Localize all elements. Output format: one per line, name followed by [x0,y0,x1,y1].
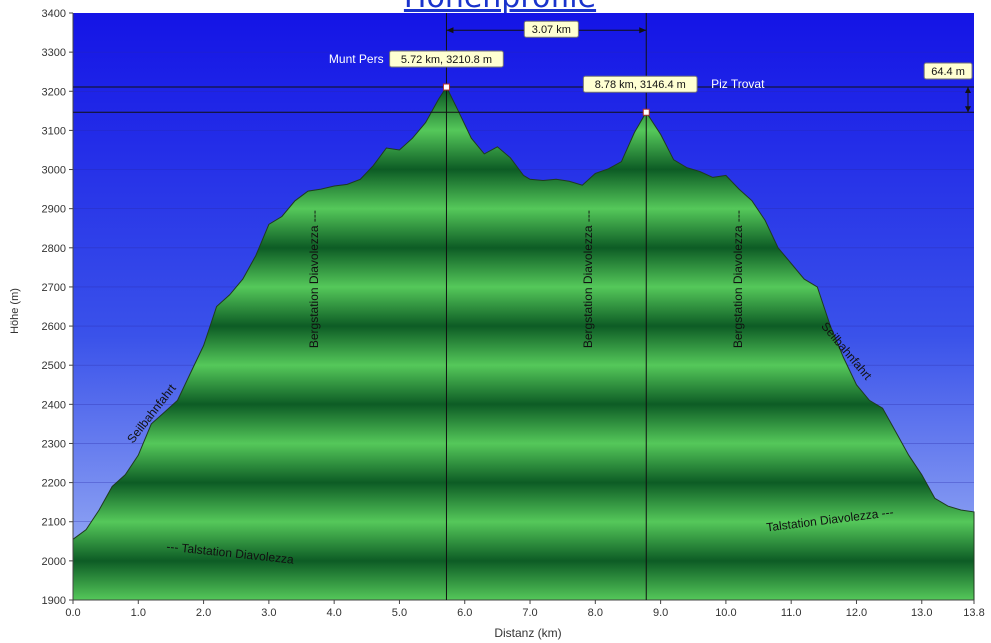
peak-name-label: Munt Pers [329,52,384,66]
peak-marker [642,108,650,116]
x-tick-label: 3.0 [261,607,276,619]
distance-callout-text: 3.07 km [532,24,571,36]
y-tick-label: 2000 [42,556,66,568]
y-tick-label: 2400 [42,399,66,411]
y-tick-label: 2300 [42,438,66,450]
y-tick-label: 1900 [42,595,66,607]
peak-callout-box [389,50,504,68]
segment-label: Bergstation Diavolezza --- [581,210,595,348]
y-tick-label: 2500 [42,360,66,372]
y-tick-label: 3100 [42,125,66,137]
y-tick-label: 2100 [42,517,66,529]
y-tick-label: 2700 [42,282,66,294]
height-callout-box [923,62,973,80]
x-tick-label: 4.0 [327,607,342,619]
y-tick-label: 3200 [42,86,66,98]
x-tick-label: 13.0 [911,607,932,619]
y-tick-label: 3400 [42,8,66,20]
x-tick-label: 2.0 [196,607,211,619]
page-title-link[interactable]: Höhenprofile [320,0,680,15]
distance-callout-box [523,20,579,38]
height-callout-text: 64.4 m [931,66,965,78]
segment-label: Bergstation Diavolezza --- [307,210,321,348]
x-tick-label: 8.0 [588,607,603,619]
plot-area [72,13,975,601]
peak-marker [442,83,450,91]
peak-callout-box [582,75,698,93]
x-tick-label: 1.0 [131,607,146,619]
x-tick-label: 11.0 [781,607,802,619]
y-tick-label: 2900 [42,204,66,216]
segment-label: Bergstation Diavolezza --- [731,210,745,348]
x-axis-label: Distanz (km) [494,626,561,640]
terrain-area [72,85,975,601]
x-tick-label: 9.0 [653,607,668,619]
height-arrowheads [965,87,971,113]
peak-callout-text: 5.72 km, 3210.8 m [401,54,492,66]
x-tick-label: 5.0 [392,607,407,619]
x-tick-label: 12.0 [846,607,867,619]
y-axis-ticks: 1900 2000 2100 2200 2300 2400 2500 2600 2700 2800… [42,8,73,607]
x-tick-label: 0.0 [65,607,80,619]
x-tick-label: 13.8 [963,607,984,619]
x-tick-label: 6.0 [457,607,472,619]
peak-callout-text: 8.78 km, 3146.4 m [595,79,686,91]
y-tick-label: 2600 [42,321,66,333]
y-tick-label: 2200 [42,478,66,490]
y-axis-label: Höhe (m) [9,288,21,334]
y-tick-label: 3300 [42,47,66,59]
x-tick-label: 10.0 [715,607,736,619]
y-tick-label: 3000 [42,165,66,177]
x-tick-label: 7.0 [522,607,537,619]
x-axis-ticks: 0.0 1.0 2.0 3.0 4.0 5.0 6.0 7.0 8.0 9.0 10.0 11.0 12… [65,600,985,619]
y-tick-label: 2800 [42,243,66,255]
peak-name-label: Piz Trovat [711,77,765,91]
